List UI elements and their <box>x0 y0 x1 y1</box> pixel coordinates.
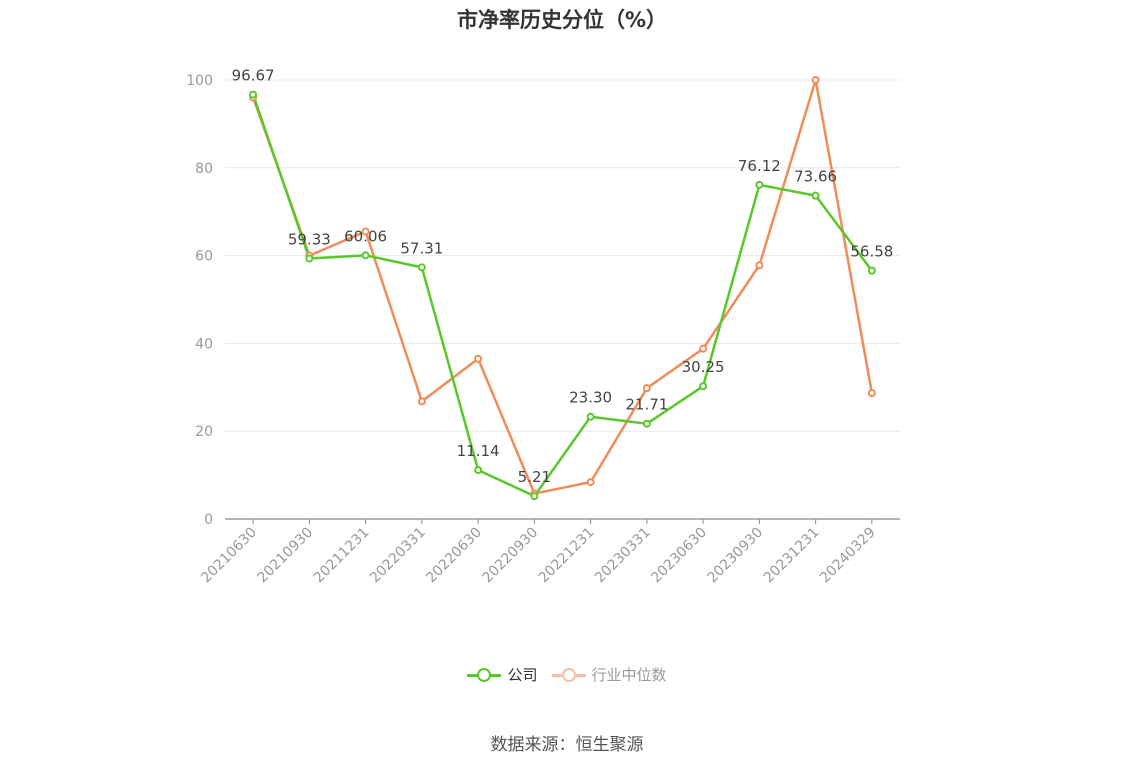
company-data-label: 23.30 <box>569 389 612 407</box>
company-data-label: 60.06 <box>344 227 387 245</box>
legend-industry-label: 行业中位数 <box>591 666 667 684</box>
company-data-label: 57.31 <box>400 239 443 257</box>
x-tick-label: 20220930 <box>479 525 541 587</box>
x-tick-label: 20231231 <box>761 525 823 587</box>
company-data-point <box>755 180 764 189</box>
company-data-label: 56.58 <box>850 243 893 261</box>
chart-legend: 公司 行业中位数 <box>0 664 1134 685</box>
company-data-label: 21.71 <box>625 396 668 414</box>
industry-data-point <box>642 384 651 393</box>
x-tick-label: 20230331 <box>592 525 654 587</box>
chart-title: 市净率历史分位（%） <box>456 8 668 32</box>
legend-item-industry[interactable]: 行业中位数 <box>551 664 667 685</box>
data-source: 数据来源：恒生聚源 <box>490 735 644 755</box>
industry-data-point <box>474 354 483 363</box>
company-data-label: 11.14 <box>457 442 500 460</box>
company-data-label: 30.25 <box>682 358 725 376</box>
company-data-point <box>474 466 483 475</box>
y-tick-label: 20 <box>195 424 213 440</box>
y-tick-label: 60 <box>195 249 213 265</box>
industry-data-point <box>586 478 595 487</box>
company-data-point <box>699 382 708 391</box>
legend-company-label: 公司 <box>507 666 538 684</box>
industry-data-point <box>361 227 370 236</box>
industry-data-point <box>755 261 764 270</box>
industry-data-point <box>811 76 820 84</box>
x-tick-label: 20220630 <box>423 525 485 587</box>
line-chart: 0204060801002021063020210930202112312022… <box>186 67 900 587</box>
company-data-point <box>361 251 370 260</box>
company-data-point <box>586 412 595 421</box>
company-data-point <box>305 254 314 263</box>
company-data-label: 96.67 <box>232 67 275 85</box>
industry-series-line <box>251 78 874 495</box>
company-data-label: 59.33 <box>288 231 331 249</box>
industry-data-point <box>417 397 426 406</box>
y-tick-label: 0 <box>204 512 213 528</box>
company-data-point <box>530 492 539 501</box>
company-series-line <box>251 94 873 498</box>
company-data-point <box>811 191 820 200</box>
x-tick-label: 20220331 <box>367 525 429 587</box>
industry-data-point <box>699 344 708 353</box>
x-tick-label: 20211231 <box>311 525 373 587</box>
company-data-point <box>249 90 258 99</box>
x-tick-label: 20240329 <box>817 525 879 587</box>
x-tick-label: 20210930 <box>254 525 316 587</box>
company-data-label: 76.12 <box>738 157 781 175</box>
x-tick-label: 20230630 <box>648 525 710 587</box>
company-data-label: 5.21 <box>518 468 551 486</box>
company-data-point <box>642 419 651 428</box>
company-data-point <box>417 263 426 272</box>
legend-industry-marker-icon <box>551 665 586 685</box>
industry-data-point <box>867 389 876 398</box>
x-tick-label: 20210630 <box>198 525 260 587</box>
x-tick-label: 20221231 <box>536 525 598 587</box>
y-tick-label: 40 <box>195 336 213 352</box>
y-tick-label: 100 <box>186 73 213 89</box>
legend-company-marker-icon <box>467 665 502 685</box>
company-data-label: 73.66 <box>794 168 837 186</box>
x-tick-label: 20230930 <box>704 525 766 587</box>
company-data-point <box>867 266 876 275</box>
y-tick-label: 80 <box>195 161 213 177</box>
legend-item-company[interactable]: 公司 <box>467 664 538 685</box>
